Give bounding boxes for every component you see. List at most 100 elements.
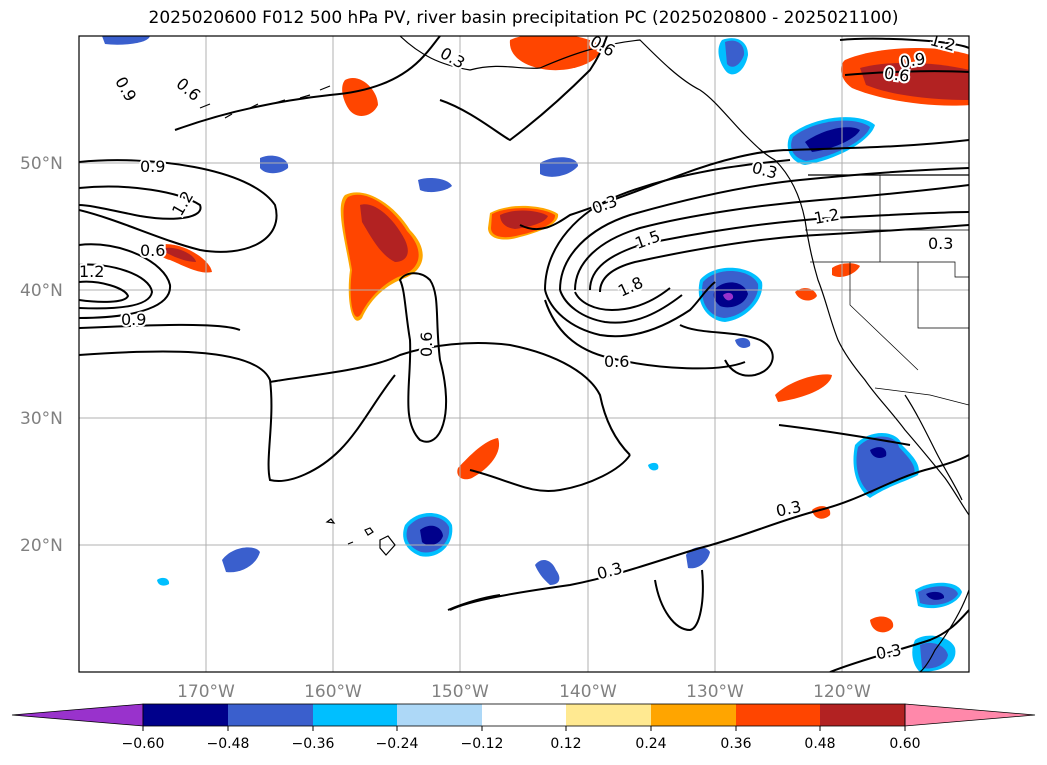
negative-blob — [260, 155, 289, 174]
negative-blob — [418, 178, 452, 193]
colorbar-tick-label: −0.60 — [122, 736, 165, 752]
colorbar-segment — [397, 704, 482, 726]
pv-contour — [79, 263, 154, 310]
state-border-id — [879, 175, 969, 329]
pv-contour — [447, 594, 501, 611]
colorbar-extend-min — [11, 703, 144, 727]
colorbar-segment — [651, 704, 736, 726]
lon-label: 120°W — [813, 682, 871, 702]
contour-label: 0.9 — [121, 310, 146, 329]
colorbar-tick-label: −0.12 — [461, 736, 504, 752]
positive-blob — [509, 36, 601, 71]
negative-blob — [805, 127, 860, 152]
negative-blob — [723, 292, 734, 301]
pv-contour — [469, 454, 631, 492]
colorbar-tick-label: 0.24 — [635, 736, 666, 752]
negative-blob — [535, 559, 560, 585]
state-border-nv — [849, 262, 919, 371]
mexico-coast — [919, 589, 969, 672]
hawaii-islands — [325, 518, 396, 556]
pv-contour — [844, 70, 969, 76]
pv-contour — [559, 167, 969, 291]
negative-blob — [725, 40, 745, 67]
pv-contour — [589, 211, 969, 291]
negative-blob — [420, 525, 443, 546]
contour-label: 0.6 — [883, 63, 911, 85]
lat-label: 20°N — [20, 536, 63, 556]
colorbar-extend-max — [904, 703, 1036, 727]
pv-contour — [544, 159, 791, 291]
alaska-coast — [399, 36, 776, 161]
contour-label: 0.9 — [140, 157, 165, 176]
pv-contour — [449, 454, 969, 611]
pv-contour — [654, 569, 704, 632]
positive-blob — [870, 616, 894, 633]
negative-blob — [540, 157, 578, 177]
positive-blob — [343, 194, 419, 317]
map-title: 2025020600 F012 500 hPa PV, river basin … — [148, 8, 899, 28]
pv-contour — [519, 139, 969, 231]
colorbar-tick-label: 0.36 — [720, 736, 751, 752]
negative-blob — [102, 36, 150, 45]
pv-contour — [79, 159, 278, 253]
pv-contour — [599, 224, 969, 293]
pv-contour — [79, 323, 241, 331]
positive-blob — [165, 247, 196, 262]
colorbar: −0.60 −0.48 −0.36 −0.24 −0.12 0.12 0.24 … — [11, 703, 1036, 752]
pv-contour — [544, 299, 746, 370]
negative-blob — [686, 547, 710, 569]
colorbar-segment — [820, 704, 905, 726]
negative-blob — [735, 338, 751, 348]
state-border-or-ca — [810, 261, 969, 278]
lon-label: 160°W — [304, 682, 362, 702]
colorbar-tick-label: 0.12 — [550, 736, 581, 752]
positive-anomaly-shading — [158, 36, 969, 633]
us-mexico-border — [874, 387, 969, 406]
pv-contour — [174, 36, 441, 131]
pv-contour — [79, 280, 130, 303]
pv-contour — [79, 185, 202, 220]
pv-contours — [79, 36, 969, 672]
positive-blob — [832, 263, 860, 277]
pv-contour — [574, 287, 671, 312]
colorbar-tick-label: −0.48 — [207, 736, 250, 752]
lon-label: 140°W — [559, 682, 617, 702]
lat-label: 40°N — [20, 281, 63, 301]
contour-label: 0.6 — [140, 241, 165, 260]
pv-contour — [544, 281, 716, 338]
positive-blob — [775, 374, 832, 402]
map-frame — [78, 35, 970, 673]
lat-label: 30°N — [20, 409, 63, 429]
colorbar-ticks — [142, 726, 906, 731]
negative-blob — [648, 462, 659, 471]
longitude-labels: 170°W 160°W 150°W 140°W 130°W 120°W — [177, 682, 871, 702]
lat-label: 50°N — [20, 154, 63, 174]
contour-label: 0.6 — [417, 332, 436, 357]
latitude-labels: 20°N 30°N 40°N 50°N — [20, 154, 63, 556]
pv-contour — [269, 342, 631, 456]
positive-blob — [457, 438, 500, 480]
positive-blob — [500, 210, 548, 229]
negative-blob — [926, 591, 945, 600]
colorbar-segment — [313, 704, 397, 726]
negative-blob — [157, 577, 170, 586]
contour-label: 1.2 — [79, 262, 104, 281]
pv-contour — [439, 36, 608, 142]
colorbar-tick-label: 0.60 — [889, 736, 920, 752]
pv-contour — [829, 609, 969, 672]
pv-contour — [559, 289, 683, 324]
positive-blob — [795, 288, 817, 301]
colorbar-tick-label: −0.36 — [292, 736, 335, 752]
pv-contour — [79, 243, 172, 319]
negative-blob — [222, 547, 260, 573]
pv-contour — [398, 272, 448, 443]
pv-contour — [839, 37, 969, 49]
pv-contour — [79, 350, 396, 482]
lon-label: 150°W — [431, 682, 489, 702]
baja-peninsula — [904, 394, 963, 501]
pv-contour — [679, 324, 774, 377]
colorbar-segment — [228, 704, 313, 726]
pv-contour — [778, 424, 911, 446]
colorbar-segment — [736, 704, 820, 726]
